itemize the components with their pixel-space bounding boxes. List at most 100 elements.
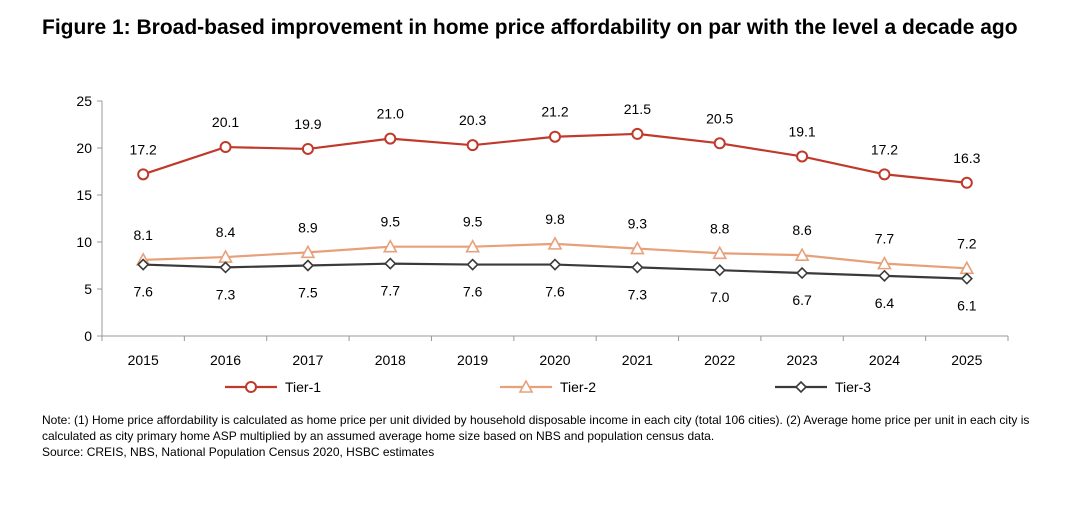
x-tick-label: 2015 (128, 352, 159, 368)
data-label: 9.5 (463, 214, 483, 230)
data-point (548, 258, 562, 271)
y-tick-label: 0 (84, 328, 92, 344)
y-tick-label: 15 (76, 187, 92, 203)
data-label: 8.6 (792, 222, 812, 238)
data-label: 6.7 (792, 292, 812, 308)
data-label: 20.1 (212, 114, 239, 130)
data-label: 6.1 (957, 298, 977, 314)
data-point (466, 258, 479, 271)
chart-title: Figure 1: Broad-based improvement in hom… (42, 16, 1018, 39)
x-tick-label: 2021 (622, 352, 653, 368)
source-text: Source: CREIS, NBS, National Population … (42, 445, 435, 459)
chart-legend: Tier-1 Tier-2 Tier-3 (225, 379, 871, 395)
data-label: 7.6 (133, 284, 153, 300)
legend-item-tier-3: Tier-3 (775, 379, 871, 395)
legend-label: Tier-2 (560, 379, 596, 395)
data-point (796, 150, 809, 163)
data-point (878, 269, 891, 282)
data-point (878, 168, 891, 181)
data-point (301, 142, 314, 155)
data-label: 19.9 (294, 116, 321, 132)
series-tier-3: 7.6 7.3 7.5 7.7 7.6 7.6 7.3 7.0 6.7 6.4 6.1 (133, 257, 977, 314)
data-label: 7.3 (216, 286, 236, 302)
data-label: 21.0 (377, 106, 404, 122)
data-point (300, 244, 316, 259)
data-point (713, 264, 726, 277)
data-label: 20.5 (706, 110, 733, 126)
data-point (382, 239, 398, 253)
data-point (712, 245, 728, 260)
data-label: 8.9 (298, 219, 318, 235)
data-point (301, 259, 315, 272)
chart-notes: Note: (1) Home price affordability is ca… (42, 412, 1042, 460)
data-point (137, 258, 150, 271)
data-label: 7.7 (875, 231, 895, 247)
data-label: 17.2 (130, 141, 157, 157)
data-label: 7.6 (545, 284, 565, 300)
data-point (631, 261, 644, 274)
data-point (960, 176, 973, 189)
x-tick-label: 2025 (951, 352, 982, 368)
legend-label: Tier-3 (835, 379, 871, 395)
legend-marker (518, 379, 534, 393)
data-point (960, 272, 973, 285)
data-label: 21.2 (541, 104, 568, 120)
x-tick-label: 2022 (704, 352, 735, 368)
legend-marker (245, 381, 257, 393)
data-point (713, 137, 726, 150)
series-tier-1: 17.2 20.1 19.9 21.0 20.3 21.2 21.5 20.5 19.1 17.2… (130, 101, 981, 189)
y-tick-label: 20 (76, 140, 92, 156)
x-tick-label: 2016 (210, 352, 241, 368)
data-point (137, 168, 150, 181)
legend-item-tier-1: Tier-1 (225, 379, 321, 395)
data-point (549, 130, 561, 143)
data-point (795, 266, 809, 280)
legend-label: Tier-1 (285, 379, 321, 395)
data-label: 7.5 (298, 285, 318, 301)
legend-marker (794, 380, 808, 394)
y-tick-label: 25 (76, 93, 92, 109)
data-label: 8.4 (216, 224, 236, 240)
data-point (466, 139, 479, 152)
data-label: 7.6 (463, 284, 483, 300)
data-label: 9.5 (381, 214, 401, 230)
x-tick-label: 2017 (292, 352, 323, 368)
data-label: 19.1 (788, 123, 815, 139)
legend-item-tier-2: Tier-2 (500, 379, 596, 395)
data-label: 9.8 (545, 211, 565, 227)
data-point (384, 257, 397, 270)
note-text: Note: (1) Home price affordability is ca… (42, 413, 1030, 443)
data-label: 7.7 (381, 283, 401, 299)
x-tick-label: 2019 (457, 352, 488, 368)
data-label: 17.2 (871, 141, 898, 157)
data-label: 7.3 (628, 286, 648, 302)
y-tick-label: 5 (84, 281, 92, 297)
x-tick-label: 2020 (539, 352, 570, 368)
data-label: 9.3 (628, 216, 648, 232)
x-tick-label: 2018 (375, 352, 406, 368)
data-label: 8.1 (133, 227, 153, 243)
data-label: 8.8 (710, 220, 730, 236)
data-label: 7.2 (957, 235, 977, 251)
data-point (219, 261, 232, 274)
x-tick-label: 2024 (869, 352, 900, 368)
data-label: 7.0 (710, 289, 730, 305)
data-label: 16.3 (953, 150, 980, 166)
data-point (877, 255, 892, 270)
data-point (219, 141, 232, 154)
data-point (547, 236, 563, 250)
plot-area: 17.2 20.1 19.9 21.0 20.3 21.2 21.5 20.5 19.1 17.2… (130, 101, 981, 314)
data-point (630, 240, 645, 255)
series-tier-2: 8.1 8.4 8.9 9.5 9.5 9.8 9.3 8.8 8.6 7.7 7.2 (133, 211, 977, 275)
data-label: 21.5 (624, 101, 651, 117)
data-label: 6.4 (875, 295, 895, 311)
y-tick-label: 10 (76, 234, 92, 250)
data-point (631, 127, 644, 140)
data-label: 20.3 (459, 112, 486, 128)
data-point (794, 247, 810, 261)
data-point (465, 239, 480, 253)
x-tick-label: 2023 (787, 352, 818, 368)
data-point (384, 132, 397, 145)
